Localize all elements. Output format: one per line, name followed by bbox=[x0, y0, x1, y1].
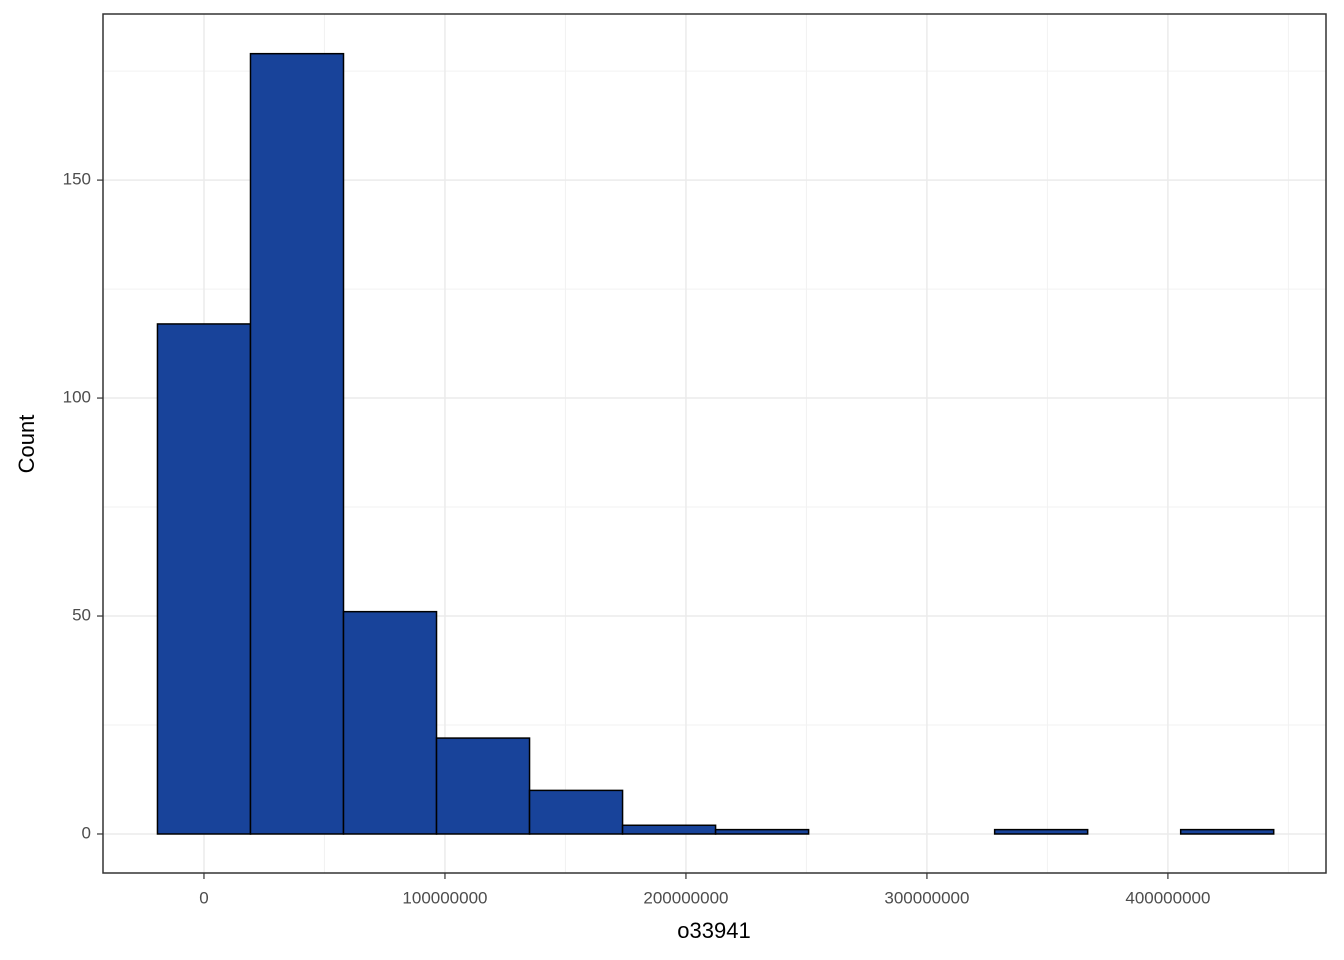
y-tick-label: 0 bbox=[82, 823, 91, 842]
bar bbox=[156, 323, 252, 835]
bar bbox=[249, 52, 345, 835]
y-tick-label: 50 bbox=[72, 606, 91, 625]
panel-border bbox=[102, 13, 1327, 874]
x-tick-label: 0 bbox=[199, 888, 208, 907]
x-axis-title: o33941 bbox=[677, 918, 750, 943]
bar bbox=[435, 737, 531, 835]
y-axis-title: Count bbox=[14, 415, 39, 474]
bar bbox=[993, 828, 1089, 835]
bar bbox=[342, 610, 438, 835]
bar bbox=[621, 824, 717, 835]
x-tick-label: 400000000 bbox=[1125, 888, 1210, 907]
x-tick-label: 200000000 bbox=[643, 888, 728, 907]
bar bbox=[528, 789, 624, 835]
bar bbox=[714, 828, 810, 835]
x-tick-label: 100000000 bbox=[402, 888, 487, 907]
bar bbox=[1179, 828, 1275, 835]
y-tick-label: 150 bbox=[63, 170, 91, 189]
y-tick-label: 100 bbox=[63, 388, 91, 407]
x-tick-label: 300000000 bbox=[884, 888, 969, 907]
